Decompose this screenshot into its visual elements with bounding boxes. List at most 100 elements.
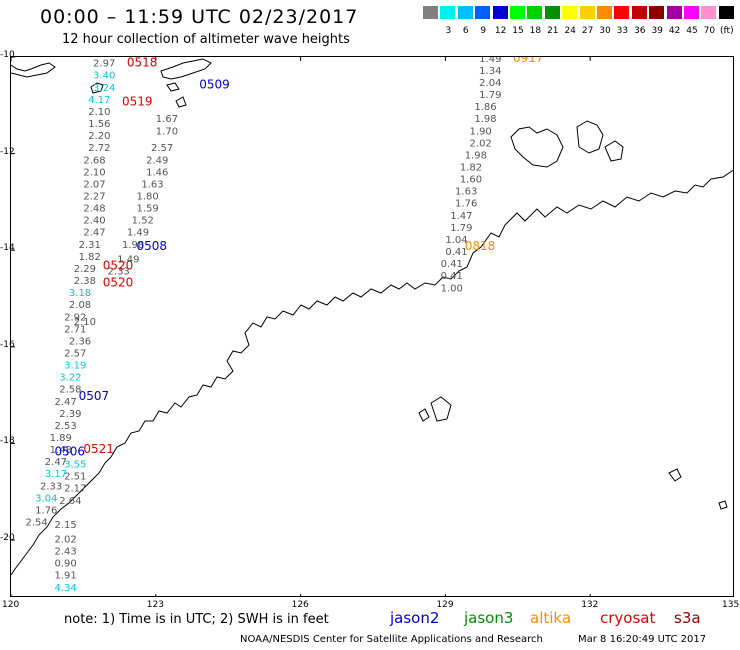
wave-height-value: 2.49: [146, 155, 168, 166]
scale-swatch: [544, 6, 560, 19]
scale-label: 21: [547, 26, 559, 36]
wave-height-value: 1.98: [465, 150, 487, 161]
wave-height-value: 2.57: [151, 143, 173, 154]
wave-height-value: 2.68: [83, 155, 105, 166]
x-tick-label: 135: [722, 600, 740, 610]
y-tick-label: -16: [0, 339, 15, 350]
wave-height-value: 1.00: [441, 283, 463, 294]
wave-height-value: 2.92: [64, 312, 86, 323]
scale-label: 6: [462, 26, 469, 36]
legend-jason2: jason2: [390, 609, 440, 627]
y-tick-label: -12: [0, 146, 15, 157]
wave-height-value: 2.02: [470, 138, 492, 149]
wave-height-value: 3.04: [35, 493, 57, 504]
coastline-australia-kimberley: [11, 169, 733, 576]
wave-height-value: 2.40: [83, 216, 105, 227]
wave-height-value: 2.07: [83, 179, 105, 190]
wave-height-value: 1.63: [455, 187, 477, 198]
wave-height-value: 2.71: [64, 324, 86, 335]
wave-height-value: 1.47: [450, 211, 472, 222]
wave-height-value: 2.10: [83, 167, 105, 178]
wave-height-value: 1.79: [479, 90, 501, 101]
scale-label: 36: [634, 26, 646, 36]
legend-s3a: s3a: [674, 609, 701, 627]
scale-swatch: [510, 6, 525, 19]
wave-height-value: 0.41: [445, 247, 467, 258]
wave-height-value: 1.04: [445, 235, 467, 246]
scale-swatch: [579, 6, 595, 19]
wave-height-value: 2.51: [64, 472, 86, 483]
track-time-cryosat: 0520: [103, 275, 134, 289]
wave-height-value: 2.04: [479, 78, 501, 89]
wave-height-value: 1.80: [136, 191, 158, 202]
wave-height-value: 0.41: [441, 271, 463, 282]
scale-label: (ft): [720, 26, 734, 36]
wave-height-value: 1.76: [455, 199, 477, 210]
wave-height-value: 1.59: [136, 204, 158, 215]
scale-swatch: [457, 6, 473, 19]
scale-swatch: [718, 6, 734, 19]
wave-height-value: 1.82: [79, 252, 101, 263]
wave-height-value: 1.76: [35, 505, 57, 516]
wave-height-value: 1.48: [50, 445, 72, 456]
wave-height-value: 1.52: [132, 216, 154, 227]
wave-height-value: 2.27: [83, 191, 105, 202]
y-tick-label: -10: [0, 50, 15, 60]
scale-label: 30: [599, 26, 611, 36]
wave-height-value: 2.33: [40, 481, 62, 492]
wave-height-value: 2.47: [83, 228, 105, 239]
wave-height-value: 2.53: [54, 421, 76, 432]
wave-height-value: 0.90: [54, 559, 76, 570]
coastline-islet-e: [668, 468, 682, 482]
wave-height-value: 2.36: [69, 336, 91, 347]
wave-height-value: 2.20: [88, 131, 110, 142]
scale-swatch: [492, 6, 508, 19]
wave-height-value: 2.17: [64, 484, 86, 495]
scale-swatch: [631, 6, 647, 19]
map-title: 00:00 – 11:59 UTC 02/23/2017: [40, 6, 359, 28]
wave-height-value: 4.17: [88, 95, 110, 106]
wave-height-value: 1.49: [479, 57, 501, 65]
x-tick-label: 123: [146, 600, 164, 610]
wave-height-value: 2.64: [59, 496, 81, 507]
scale-label: 3: [445, 26, 452, 36]
wave-height-value: 2.38: [74, 276, 96, 287]
scale-swatch: [423, 6, 438, 19]
wave-height-value: 3.18: [69, 288, 91, 299]
wave-height-value: 1.70: [156, 126, 178, 137]
wave-height-value: 3.24: [93, 83, 115, 94]
coastline-islands-north: [160, 58, 212, 80]
wave-height-value: 1.98: [474, 114, 496, 125]
wave-height-value: 1.49: [127, 228, 149, 239]
wave-height-value: 1.86: [474, 102, 496, 113]
wave-height-value: 3.22: [59, 373, 81, 384]
track-time-altika: 0917: [513, 57, 544, 65]
coastline-cape-londonderry: [604, 140, 624, 162]
scale-label: 70: [703, 26, 716, 36]
wave-height-value: 1.60: [460, 175, 482, 186]
wave-height-value: 2.39: [59, 409, 81, 420]
coastline-melville: [576, 120, 604, 154]
wave-height-value: 2.15: [54, 520, 76, 531]
wave-height-value: 2.10: [88, 107, 110, 118]
x-tick-label: 120: [2, 600, 20, 610]
wave-height-value: 1.90: [470, 126, 492, 137]
map-subtitle: 12 hour collection of altimeter wave hei…: [62, 32, 350, 47]
scale-swatch: [562, 6, 578, 19]
wave-height-value: 2.47: [45, 457, 67, 468]
track-time-cryosat: 0521: [83, 442, 114, 456]
x-tick-label: 132: [581, 600, 599, 610]
wave-height-value: 2.10: [74, 317, 96, 328]
scale-label: 9: [480, 26, 487, 36]
scale-label: 24: [564, 26, 576, 36]
legend-altika: altika: [530, 609, 572, 627]
wave-height-value: 0.41: [441, 259, 463, 270]
wave-height-value: 1.49: [117, 254, 139, 265]
track-time-jason2: 0508: [136, 239, 167, 253]
wave-height-value: 2.47: [54, 397, 76, 408]
track-time-cryosat: 0520: [103, 259, 134, 273]
wave-height-value: 1.79: [450, 223, 472, 234]
wave-height-value: 2.48: [83, 204, 105, 215]
track-time-jason2: 0509: [199, 77, 230, 91]
wave-height-value: 1.46: [146, 167, 168, 178]
